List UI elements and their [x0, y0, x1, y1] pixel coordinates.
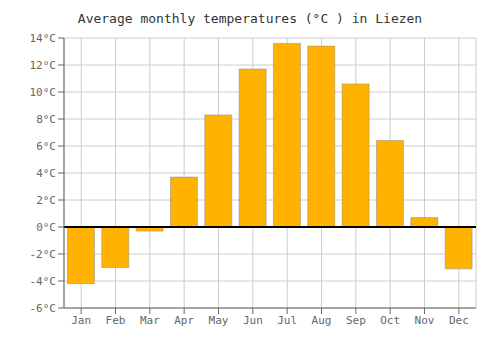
svg-text:-4°C: -4°C: [30, 275, 57, 288]
svg-text:4°C: 4°C: [36, 167, 56, 180]
svg-text:Feb: Feb: [106, 314, 126, 327]
svg-text:Jan: Jan: [71, 314, 91, 327]
svg-text:14°C: 14°C: [30, 32, 57, 45]
svg-text:May: May: [209, 314, 229, 327]
svg-text:6°C: 6°C: [36, 140, 56, 153]
svg-text:Sep: Sep: [346, 314, 366, 327]
svg-text:Mar: Mar: [140, 314, 160, 327]
svg-text:-6°C: -6°C: [30, 302, 57, 315]
svg-text:Nov: Nov: [415, 314, 435, 327]
svg-text:10°C: 10°C: [30, 86, 57, 99]
svg-text:Oct: Oct: [380, 314, 400, 327]
svg-text:Jun: Jun: [243, 314, 263, 327]
svg-text:Dec: Dec: [449, 314, 469, 327]
svg-text:0°C: 0°C: [36, 221, 56, 234]
svg-text:-2°C: -2°C: [30, 248, 57, 261]
svg-text:Jul: Jul: [277, 314, 297, 327]
svg-text:Apr: Apr: [174, 314, 194, 327]
svg-text:Aug: Aug: [312, 314, 332, 327]
svg-text:8°C: 8°C: [36, 113, 56, 126]
html-text:Average monthly temperatures (: Average monthly temperatures (°C ) in Li…: [77, 11, 423, 26]
svg-text:2°C: 2°C: [36, 194, 56, 207]
svg-text:12°C: 12°C: [30, 59, 57, 72]
